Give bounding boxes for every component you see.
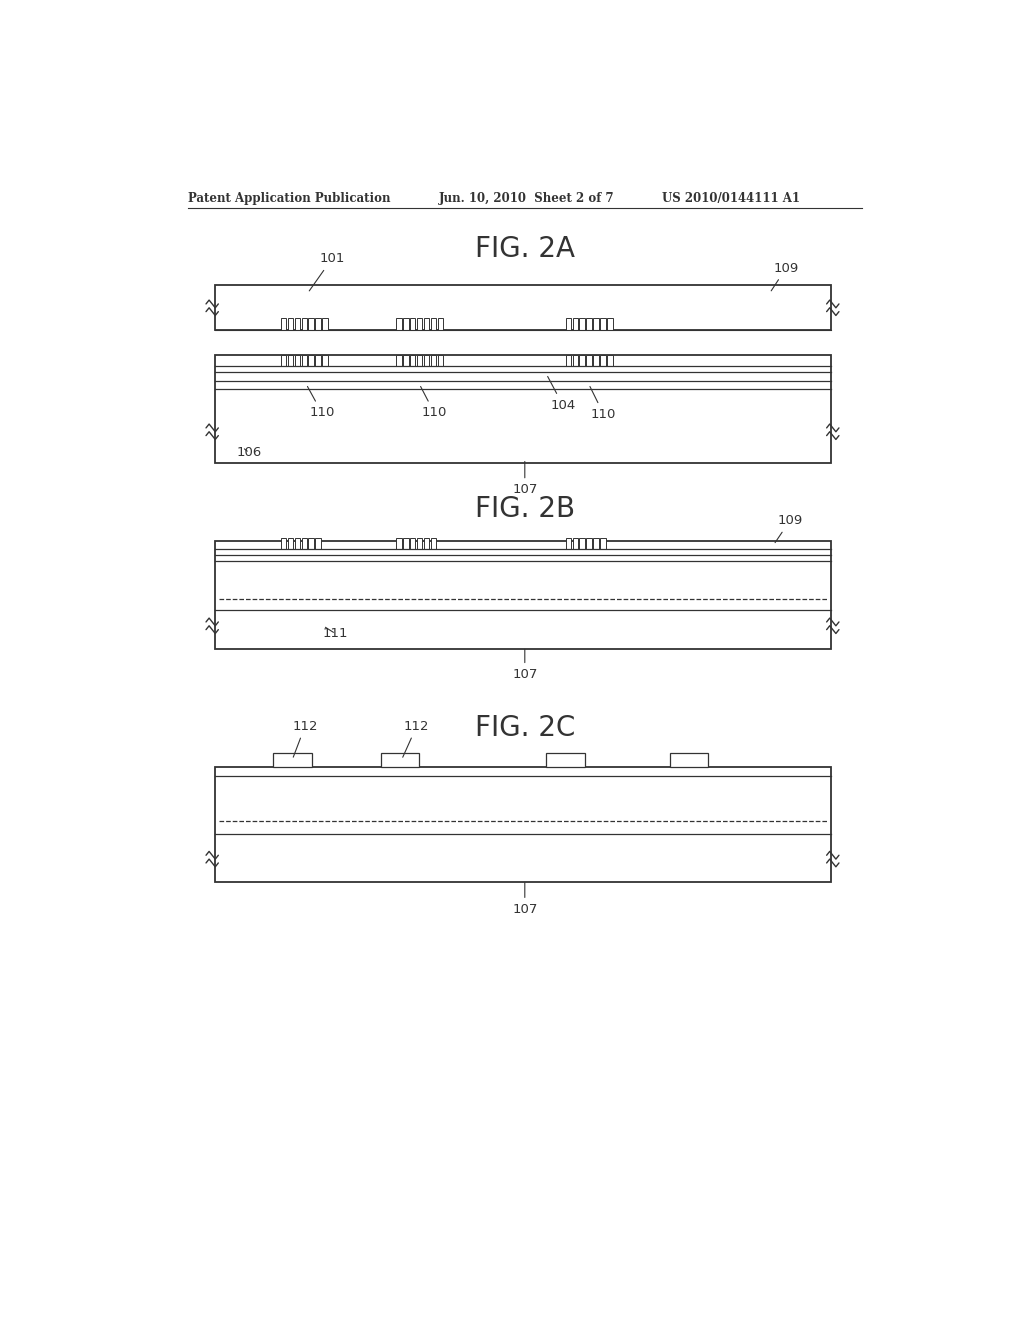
Bar [417, 318, 422, 330]
Bar [410, 318, 416, 330]
Bar [438, 355, 443, 366]
Bar [301, 318, 307, 330]
Bar [424, 355, 429, 366]
Bar [308, 318, 313, 330]
Bar [215, 285, 831, 330]
Text: 107: 107 [512, 649, 538, 681]
Bar [593, 539, 599, 549]
Bar [607, 355, 612, 366]
Bar [424, 318, 429, 330]
Text: FIG. 2A: FIG. 2A [475, 235, 574, 263]
Bar [288, 539, 293, 549]
Bar [281, 539, 286, 549]
Bar [431, 318, 436, 330]
Bar [403, 539, 409, 549]
Bar [315, 355, 321, 366]
Text: 112: 112 [402, 719, 429, 758]
Bar [424, 539, 429, 549]
Bar [565, 355, 571, 366]
Bar [215, 541, 831, 649]
Text: 109: 109 [775, 515, 803, 543]
Text: 111: 111 [323, 627, 348, 640]
Bar [215, 355, 831, 462]
Bar [301, 539, 307, 549]
Bar [295, 355, 300, 366]
Text: Jun. 10, 2010  Sheet 2 of 7: Jun. 10, 2010 Sheet 2 of 7 [438, 191, 614, 205]
Text: 110: 110 [307, 387, 335, 420]
Text: FIG. 2C: FIG. 2C [474, 714, 575, 742]
Bar [403, 355, 409, 366]
Bar [295, 318, 300, 330]
Bar [547, 752, 585, 767]
Bar [315, 318, 321, 330]
Bar [323, 355, 328, 366]
Bar [593, 318, 599, 330]
Bar [308, 355, 313, 366]
Text: 112: 112 [292, 719, 317, 758]
Bar [323, 318, 328, 330]
Bar [417, 355, 422, 366]
Bar [580, 539, 585, 549]
Bar [410, 355, 416, 366]
Bar [600, 318, 605, 330]
Bar [396, 539, 401, 549]
Bar [295, 539, 300, 549]
Bar [403, 318, 409, 330]
Bar [288, 318, 293, 330]
Text: 110: 110 [421, 387, 447, 420]
Bar [301, 355, 307, 366]
Bar [587, 539, 592, 549]
Bar [572, 318, 578, 330]
Bar [281, 355, 286, 366]
Bar [410, 539, 416, 549]
Text: 109: 109 [771, 261, 799, 290]
Text: 110: 110 [590, 387, 616, 421]
Bar [580, 355, 585, 366]
Bar [417, 539, 422, 549]
Bar [431, 355, 436, 366]
Bar [587, 318, 592, 330]
Bar [600, 355, 605, 366]
Bar [273, 752, 311, 767]
Bar [315, 539, 321, 549]
Bar [215, 767, 831, 882]
Bar [572, 539, 578, 549]
Bar [281, 318, 286, 330]
Bar [288, 355, 293, 366]
Bar [308, 539, 313, 549]
Bar [438, 318, 443, 330]
Text: 107: 107 [512, 462, 538, 496]
Bar [600, 539, 605, 549]
Bar [580, 318, 585, 330]
Text: Patent Application Publication: Patent Application Publication [188, 191, 391, 205]
Bar [396, 355, 401, 366]
Bar [572, 355, 578, 366]
Bar [565, 318, 571, 330]
Bar [381, 752, 419, 767]
Bar [587, 355, 592, 366]
Text: 104: 104 [548, 376, 575, 412]
Text: 107: 107 [512, 883, 538, 916]
Text: FIG. 2B: FIG. 2B [475, 495, 574, 523]
Bar [593, 355, 599, 366]
Text: 106: 106 [237, 446, 262, 459]
Text: US 2010/0144111 A1: US 2010/0144111 A1 [662, 191, 800, 205]
Bar [607, 318, 612, 330]
Bar [670, 752, 708, 767]
Bar [396, 318, 401, 330]
Bar [565, 539, 571, 549]
Text: 101: 101 [309, 252, 345, 290]
Bar [431, 539, 436, 549]
